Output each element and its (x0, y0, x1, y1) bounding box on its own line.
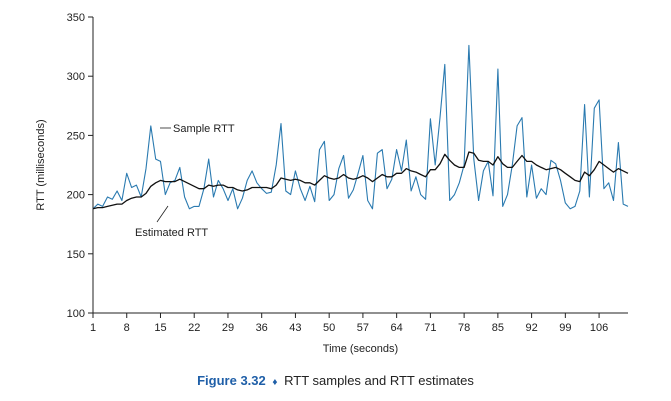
x-tick-label: 57 (357, 322, 369, 334)
sample-rtt-line (92, 44, 629, 210)
figure-caption: Figure 3.32 ♦ RTT samples and RTT estima… (0, 373, 671, 388)
x-tick-label: 36 (256, 322, 268, 334)
chart-annotations: Sample RTT Estimated RTT (135, 123, 235, 239)
y-tick-label: 350 (67, 12, 85, 24)
chart-series (92, 44, 629, 210)
x-tick-label: 15 (154, 322, 166, 334)
x-tick-label: 85 (492, 322, 504, 334)
x-tick-label: 29 (222, 322, 234, 334)
estimated-rtt-leader (156, 205, 169, 223)
x-tick-label: 92 (525, 322, 537, 334)
x-tick-label: 106 (590, 322, 608, 334)
estimated-rtt-annotation: Estimated RTT (135, 227, 208, 239)
x-tick-label: 78 (458, 322, 470, 334)
estimated-rtt-line (92, 151, 629, 210)
x-tick-label: 22 (188, 322, 200, 334)
x-tick-label: 1 (90, 322, 96, 334)
x-tick-label: 99 (559, 322, 571, 334)
x-tick-label: 50 (323, 322, 335, 334)
y-tick-label: 150 (67, 249, 85, 261)
x-tick-label: 8 (124, 322, 130, 334)
x-tick-label: 71 (424, 322, 436, 334)
y-tick-label: 200 (67, 190, 85, 202)
y-tick-label: 250 (67, 130, 85, 142)
y-axis-title: RTT (milliseconds) (35, 119, 47, 210)
y-tick-label: 300 (67, 71, 85, 83)
x-axis-title: Time (seconds) (323, 343, 398, 355)
diamond-separator-icon: ♦ (272, 377, 278, 388)
sample-rtt-annotation: Sample RTT (173, 123, 235, 135)
x-tick-label: 64 (391, 322, 403, 334)
rtt-chart: 100 150 200 250 300 350 1 8 15 22 29 36 43 50 57 64 71 78… (35, 12, 629, 355)
caption-text: RTT samples and RTT estimates (284, 373, 474, 388)
figure-label: Figure 3.32 (197, 373, 266, 388)
x-tick-label: 43 (289, 322, 301, 334)
chart-axes: 100 150 200 250 300 350 1 8 15 22 29 36 43 50 57 64 71 78… (35, 12, 628, 355)
y-tick-label: 100 (67, 308, 85, 320)
